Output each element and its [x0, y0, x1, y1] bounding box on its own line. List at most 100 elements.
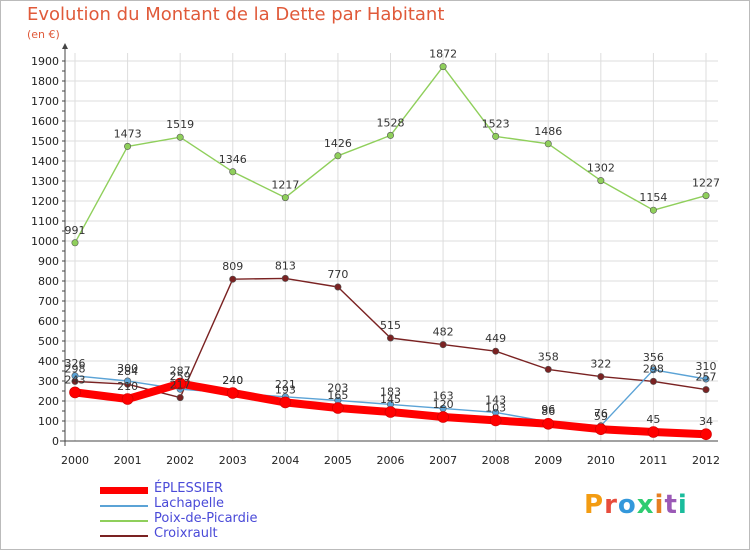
y-tick-label: 1500 — [31, 135, 59, 148]
data-label-lachapelle: 96 — [541, 403, 555, 416]
x-tick-label: 2007 — [429, 454, 457, 467]
x-tick-label: 2008 — [482, 454, 510, 467]
data-label-croixrault: 358 — [538, 350, 559, 363]
logo-letter: o — [617, 490, 637, 520]
data-label-lachapelle: 203 — [327, 381, 348, 394]
data-point--plessier — [69, 386, 81, 399]
data-label--plessier: 145 — [380, 393, 401, 406]
data-label-poix-de-picardie: 1154 — [639, 191, 667, 204]
data-point-poix-de-picardie — [176, 133, 184, 141]
y-tick-label: 1000 — [31, 235, 59, 248]
x-tick-label: 2005 — [324, 454, 352, 467]
data-label-croixrault: 298 — [65, 362, 86, 375]
data-label--plessier: 86 — [541, 405, 555, 418]
y-tick-label: 1400 — [31, 155, 59, 168]
data-label-croixrault: 284 — [117, 365, 138, 378]
legend-swatch-lachapelle — [100, 505, 148, 507]
data-label-croixrault: 449 — [485, 332, 506, 345]
x-tick-label: 2001 — [114, 454, 142, 467]
data-point-croixrault — [544, 365, 552, 373]
data-label-croixrault: 322 — [590, 358, 611, 371]
y-tick-label: 200 — [38, 395, 59, 408]
data-label-lachapelle: 326 — [65, 357, 86, 370]
data-label-croixrault: 217 — [170, 379, 191, 392]
data-label-lachapelle: 240 — [222, 374, 243, 387]
data-label-poix-de-picardie: 1486 — [534, 125, 562, 138]
data-label--plessier: 34 — [699, 415, 713, 428]
data-point-poix-de-picardie — [386, 131, 394, 139]
plot-area — [65, 53, 718, 441]
x-tick-label: 2010 — [587, 454, 615, 467]
x-tick-label: 2000 — [61, 454, 89, 467]
data-point-croixrault — [649, 377, 657, 385]
data-point--plessier — [647, 426, 660, 438]
y-tick-label: 300 — [38, 375, 59, 388]
data-point-lachapelle — [649, 366, 657, 374]
logo-letter: i — [677, 490, 688, 520]
data-label-lachapelle: 300 — [117, 362, 138, 375]
y-tick-label: 1700 — [31, 95, 59, 108]
data-label-lachapelle: 183 — [380, 385, 401, 398]
data-point--plessier — [174, 377, 186, 390]
data-label-lachapelle: 143 — [485, 393, 506, 406]
data-label-lachapelle: 356 — [643, 351, 664, 364]
y-tick-label: 400 — [38, 355, 59, 368]
data-point-poix-de-picardie — [649, 206, 657, 214]
chart-subtitle: (en €) — [27, 28, 60, 41]
data-label-lachapelle: 163 — [433, 389, 454, 402]
data-point--plessier — [437, 411, 449, 423]
data-point-lachapelle — [702, 375, 710, 383]
data-point-poix-de-picardie — [597, 177, 605, 185]
data-label-poix-de-picardie: 1523 — [482, 117, 510, 130]
y-tick-label: 700 — [38, 295, 59, 308]
y-axis-arrow — [62, 43, 68, 49]
data-point-croixrault — [386, 334, 394, 342]
y-tick-label: 100 — [38, 415, 59, 428]
data-point--plessier — [226, 387, 239, 399]
data-point-poix-de-picardie — [492, 132, 500, 140]
legend-label-croixrault: Croixrault — [154, 526, 218, 541]
y-tick-label: 1200 — [31, 195, 59, 208]
data-label-poix-de-picardie: 1872 — [429, 48, 457, 61]
data-label-poix-de-picardie: 1473 — [114, 127, 142, 140]
chart-title: Evolution du Montant de la Dette par Hab… — [27, 4, 445, 25]
data-label-croixrault: 482 — [433, 326, 454, 339]
legend-label-poix-de-picardie: Poix-de-Picardie — [154, 511, 258, 526]
logo-letter: x — [636, 490, 655, 520]
data-label-lachapelle: 259 — [170, 370, 191, 383]
y-tick-label: 500 — [38, 335, 59, 348]
data-label--plessier: 120 — [433, 398, 454, 411]
data-label-poix-de-picardie: 1217 — [271, 179, 299, 192]
data-label-poix-de-picardie: 1426 — [324, 137, 352, 150]
legend-swatch-eplessier — [100, 487, 148, 494]
data-point-poix-de-picardie — [281, 194, 289, 202]
data-point-croixrault — [702, 386, 710, 394]
data-point-poix-de-picardie — [229, 168, 237, 176]
data-label-poix-de-picardie: 1528 — [377, 116, 405, 129]
data-point--plessier — [700, 428, 712, 441]
data-label-poix-de-picardie: 1519 — [166, 118, 194, 131]
data-label-croixrault: 813 — [275, 259, 296, 272]
data-point-croixrault — [281, 274, 289, 282]
data-label-croixrault: 298 — [643, 362, 664, 375]
x-tick-label: 2002 — [166, 454, 194, 467]
x-tick-label: 2004 — [271, 454, 299, 467]
legend-swatch-croixrault — [100, 535, 148, 537]
data-point-croixrault — [492, 347, 500, 355]
data-point-lachapelle — [71, 372, 79, 380]
data-label-poix-de-picardie: 1227 — [692, 177, 720, 190]
data-point-poix-de-picardie — [439, 63, 447, 71]
data-point-poix-de-picardie — [124, 142, 132, 150]
legend-swatch-poix-de-picardie — [100, 520, 148, 522]
y-tick-label: 1100 — [31, 215, 59, 228]
data-label-lachapelle: 221 — [275, 378, 296, 391]
data-point-lachapelle — [124, 377, 132, 385]
y-tick-label: 1300 — [31, 175, 59, 188]
data-label-croixrault: 515 — [380, 319, 401, 332]
logo-letter: r — [604, 490, 618, 520]
data-label-poix-de-picardie: 991 — [65, 224, 86, 237]
data-label--plessier: 165 — [327, 389, 348, 402]
data-label-croixrault: 770 — [327, 268, 348, 281]
data-point-croixrault — [176, 394, 184, 402]
